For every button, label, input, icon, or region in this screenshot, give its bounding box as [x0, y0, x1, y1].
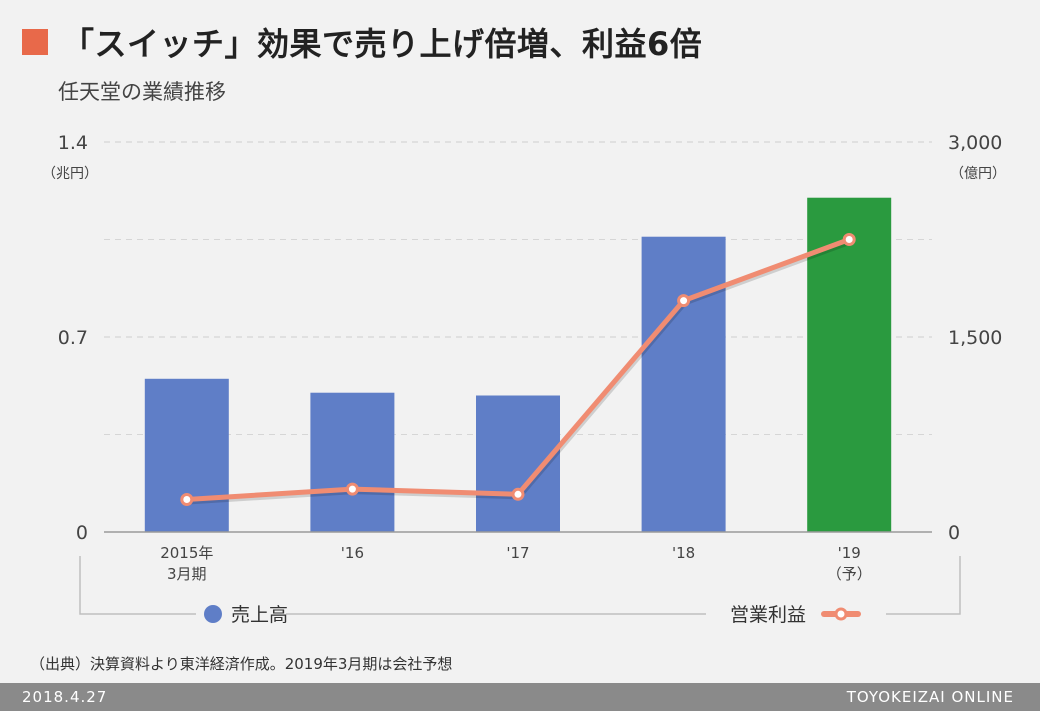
footer-bar: 2018.4.27 TOYOKEIZAI ONLINE	[0, 683, 1040, 711]
profit-point	[511, 487, 525, 501]
right-axis-unit: （億円）	[950, 166, 1006, 182]
chart-area: 0 0.7 1.4 （兆円） 0 1,500 3,000 （億円） 2015年 3月期 '16 '17…	[42, 132, 1006, 626]
x-tick-label: '19	[838, 544, 861, 562]
bar-sales	[641, 236, 726, 532]
footer-brand: TOYOKEIZAI ONLINE	[846, 688, 1014, 706]
bar-sales	[310, 392, 395, 532]
bar-sales	[144, 378, 229, 532]
profit-point	[180, 493, 194, 506]
left-axis-unit: （兆円）	[42, 166, 98, 182]
legend-line-label: 営業利益	[730, 604, 806, 626]
x-tick-label: '17	[506, 544, 529, 562]
legend-line-marker-icon	[834, 607, 848, 621]
legend-bar-swatch-icon	[204, 605, 222, 623]
x-tick-label: '16	[341, 544, 364, 562]
title-block: 「スイッチ」効果で売り上げ倍増、利益6倍	[22, 18, 702, 66]
left-tick-label: 0.7	[58, 327, 88, 349]
x-tick-label-line2: （予）	[827, 565, 872, 583]
chart-title: 「スイッチ」効果で売り上げ倍増、利益6倍	[62, 25, 703, 63]
source-note: （出典）決算資料より東洋経済作成。2019年3月期は会社予想	[30, 655, 453, 673]
chart-subtitle: 任天堂の業績推移	[58, 80, 226, 104]
left-tick-label: 0	[76, 522, 88, 544]
x-tick-label: 2015年	[160, 544, 213, 562]
footer-date: 2018.4.27	[22, 688, 108, 706]
right-tick-label: 1,500	[948, 327, 1002, 349]
legend-bracket	[79, 556, 961, 615]
bar-sales	[807, 197, 892, 532]
profit-point	[677, 294, 691, 308]
profit-point	[345, 482, 359, 496]
legend-bar-label: 売上高	[231, 604, 288, 626]
title-square-icon	[22, 29, 48, 55]
right-tick-label: 0	[948, 522, 960, 544]
x-tick-label-line2: 3月期	[167, 565, 207, 583]
profit-point	[842, 233, 856, 246]
right-tick-label: 3,000	[948, 132, 1002, 154]
left-tick-label: 1.4	[58, 132, 88, 154]
x-tick-label: '18	[672, 544, 695, 562]
